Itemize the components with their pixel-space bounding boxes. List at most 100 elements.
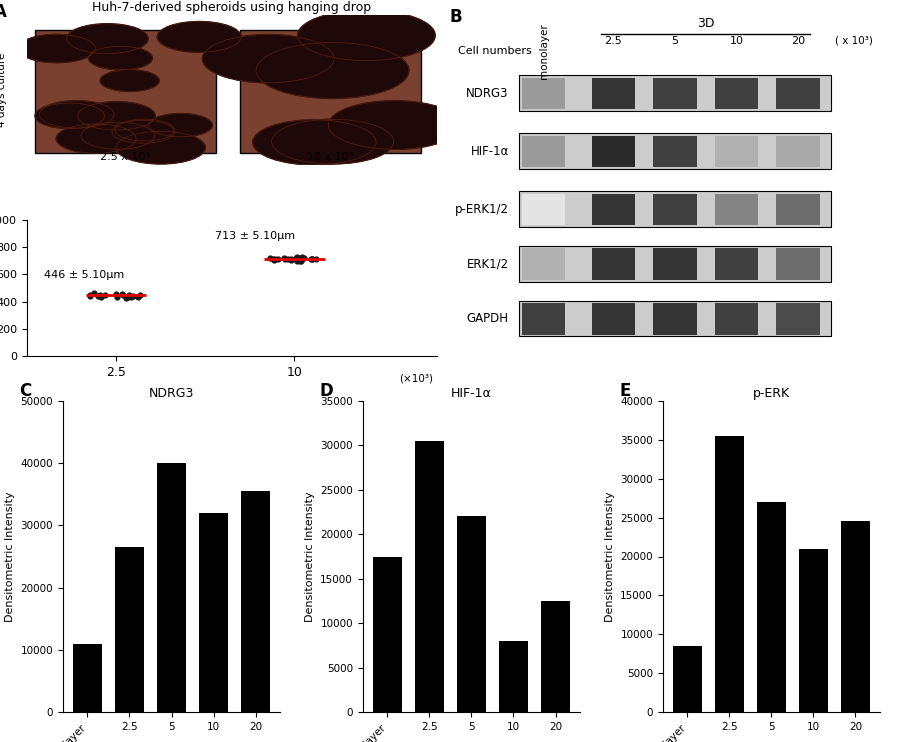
- Circle shape: [112, 120, 174, 143]
- Text: ERK1/2: ERK1/2: [467, 257, 509, 271]
- Text: HIF-1α: HIF-1α: [471, 145, 509, 158]
- Text: B: B: [449, 8, 462, 26]
- Point: [269, 253, 283, 265]
- Point: [271, 254, 286, 266]
- Circle shape: [88, 46, 153, 70]
- Point: [296, 252, 311, 263]
- Circle shape: [18, 34, 95, 62]
- Bar: [241, 491, 270, 712]
- Bar: [654, 136, 697, 168]
- Bar: [715, 249, 758, 280]
- Point: [277, 252, 291, 263]
- Bar: [715, 136, 758, 168]
- Circle shape: [297, 10, 436, 61]
- Point: [115, 288, 129, 300]
- Text: monolayer: monolayer: [539, 23, 549, 79]
- Point: [280, 252, 295, 264]
- Circle shape: [35, 103, 104, 128]
- Circle shape: [253, 119, 376, 165]
- Bar: [519, 75, 831, 111]
- Bar: [654, 249, 697, 280]
- Bar: [157, 463, 186, 712]
- Point: [295, 252, 310, 263]
- Bar: [73, 644, 102, 712]
- Bar: [715, 436, 744, 712]
- Point: [98, 289, 112, 301]
- Point: [284, 254, 298, 266]
- Text: 5: 5: [672, 36, 679, 46]
- Text: 3D: 3D: [697, 17, 715, 30]
- Bar: [415, 441, 445, 712]
- Circle shape: [40, 101, 114, 128]
- Bar: [715, 78, 758, 109]
- Circle shape: [202, 35, 334, 83]
- Point: [263, 252, 277, 264]
- Point: [294, 255, 308, 266]
- Bar: [592, 136, 635, 168]
- Bar: [523, 78, 565, 109]
- Point: [109, 288, 123, 300]
- Title: p-ERK: p-ERK: [753, 387, 790, 399]
- Text: 4 days culture: 4 days culture: [0, 53, 7, 127]
- Bar: [519, 134, 831, 169]
- Circle shape: [66, 24, 148, 53]
- Point: [288, 252, 303, 263]
- Bar: [841, 522, 870, 712]
- Bar: [798, 549, 828, 712]
- Point: [87, 287, 101, 299]
- Point: [288, 253, 303, 265]
- Point: [133, 289, 147, 301]
- Bar: [757, 502, 786, 712]
- Text: 10 x 10³: 10 x 10³: [307, 152, 354, 162]
- Bar: [523, 303, 565, 335]
- Text: 713 ± 5.10μm: 713 ± 5.10μm: [216, 232, 295, 241]
- Circle shape: [101, 70, 159, 91]
- Bar: [498, 641, 528, 712]
- Bar: [592, 194, 635, 226]
- Bar: [523, 249, 565, 280]
- Circle shape: [81, 122, 154, 149]
- Point: [294, 252, 308, 264]
- Text: D: D: [320, 382, 333, 400]
- Point: [265, 252, 279, 264]
- Bar: [541, 601, 570, 712]
- Y-axis label: Densitometric Intensity: Densitometric Intensity: [5, 491, 15, 622]
- Point: [110, 291, 124, 303]
- Point: [123, 290, 137, 302]
- Bar: [198, 513, 228, 712]
- Text: 446 ± 5.10μm: 446 ± 5.10μm: [44, 269, 124, 280]
- Y-axis label: Densitometric Intensity: Densitometric Intensity: [604, 491, 614, 622]
- Title: NDRG3: NDRG3: [149, 387, 194, 399]
- Text: GAPDH: GAPDH: [467, 312, 509, 325]
- Point: [293, 255, 307, 267]
- Bar: [523, 194, 565, 226]
- Text: NDRG3: NDRG3: [466, 87, 509, 100]
- Text: 10: 10: [729, 36, 744, 46]
- Bar: [777, 136, 820, 168]
- Title: HIF-1α: HIF-1α: [451, 387, 492, 399]
- Text: ( x 10³): ( x 10³): [835, 36, 873, 46]
- Bar: [715, 303, 758, 335]
- Point: [289, 255, 304, 266]
- Point: [122, 289, 136, 301]
- Bar: [523, 136, 565, 168]
- Circle shape: [78, 102, 155, 130]
- Text: 20: 20: [791, 36, 806, 46]
- Bar: [715, 194, 758, 226]
- Point: [284, 254, 298, 266]
- Circle shape: [149, 114, 212, 137]
- Circle shape: [115, 119, 174, 141]
- Bar: [777, 194, 820, 226]
- Y-axis label: Densitometric Intensity: Densitometric Intensity: [304, 491, 315, 622]
- Text: 2.5: 2.5: [604, 36, 622, 46]
- Title: Huh-7-derived spheroids using hanging drop: Huh-7-derived spheroids using hanging dr…: [92, 1, 372, 13]
- Bar: [777, 249, 820, 280]
- Bar: [654, 303, 697, 335]
- Point: [119, 292, 133, 304]
- Bar: [592, 249, 635, 280]
- Bar: [115, 547, 145, 712]
- Bar: [654, 194, 697, 226]
- Bar: [519, 301, 831, 336]
- Bar: [519, 246, 831, 282]
- Point: [304, 253, 319, 265]
